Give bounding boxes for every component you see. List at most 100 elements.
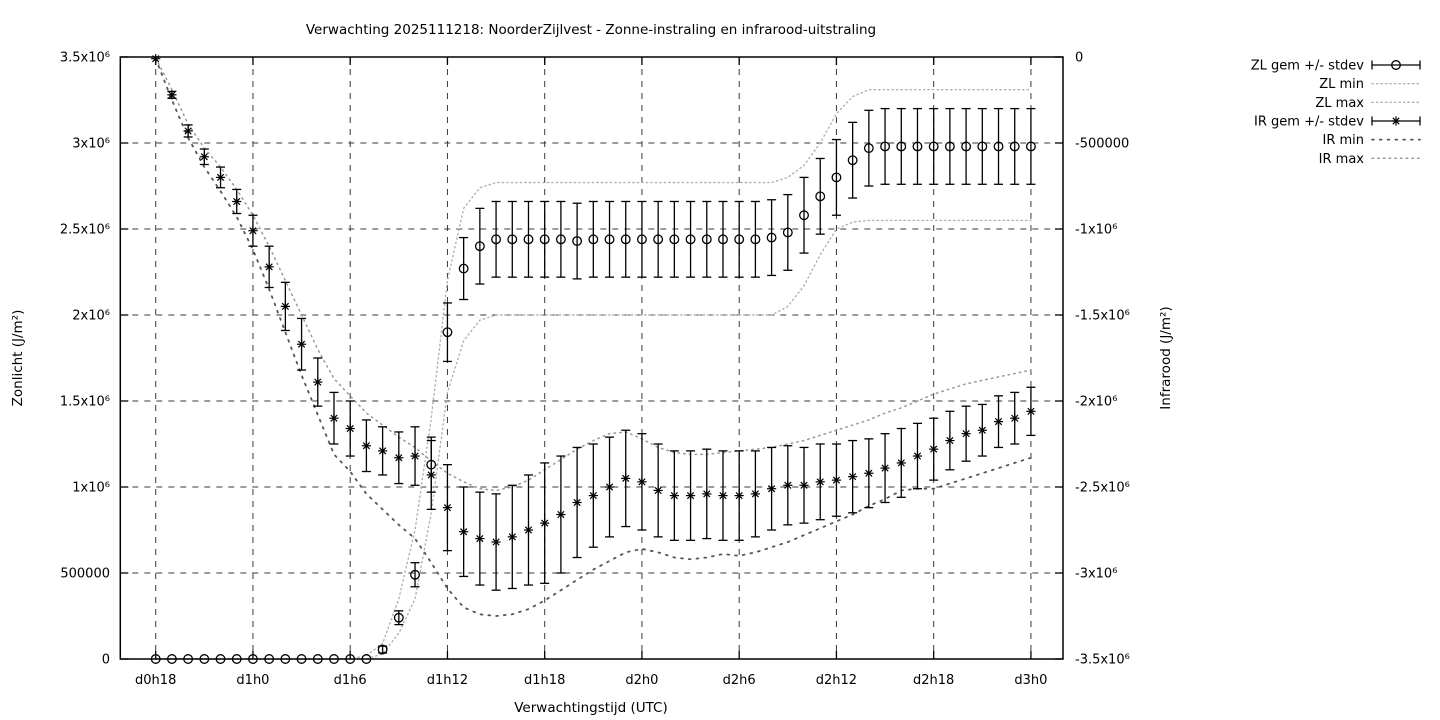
- zl-point: [1009, 141, 1020, 152]
- x-tick-label: d2h0: [625, 673, 658, 688]
- ir-point: [864, 468, 874, 478]
- zl-point: [977, 141, 988, 152]
- y-left-tick-label: 1.5x10⁶: [60, 395, 110, 410]
- legend-label-zl-max: ZL max: [1315, 96, 1364, 111]
- x-tick-label: d1h6: [334, 673, 367, 688]
- ir-point: [750, 489, 760, 499]
- ir-point: [215, 172, 226, 182]
- ir-point: [378, 446, 388, 456]
- zl-point: [993, 141, 1004, 152]
- zl-point: [912, 141, 923, 152]
- zl-point: [491, 234, 502, 245]
- zl-point: [766, 232, 777, 243]
- zl-point: [507, 234, 518, 245]
- ir-point: [475, 534, 485, 544]
- legend-label-ir-gem-stdev: IR gem +/- stdev: [1254, 114, 1364, 129]
- ir-point: [313, 377, 323, 387]
- zl-point: [734, 234, 745, 245]
- ir-point: [669, 491, 679, 501]
- ir-point: [815, 477, 825, 487]
- ir-point: [345, 423, 355, 434]
- zl-max-line: [154, 88, 1032, 660]
- ir-point: [848, 472, 858, 482]
- y-left-tick-label: 3x10⁶: [72, 137, 110, 152]
- plot-frame: [119, 56, 1064, 660]
- x-tick-label: d0h18: [135, 673, 176, 688]
- zl-point: [685, 234, 696, 245]
- y-left-tick-label: 1x10⁶: [72, 481, 110, 496]
- ir-point: [410, 451, 420, 461]
- ir-point: [442, 503, 453, 513]
- ir-point: [929, 444, 939, 454]
- ir-point: [296, 339, 307, 349]
- ir-point: [426, 470, 436, 480]
- ir-point: [945, 435, 955, 446]
- y-left-tick-label: 2.5x10⁶: [60, 223, 110, 238]
- ir-point: [459, 527, 469, 537]
- ir-point: [248, 226, 258, 236]
- ir-point: [394, 453, 404, 463]
- ir-point: [540, 518, 550, 528]
- ir-point: [264, 262, 274, 272]
- zl-point: [588, 234, 599, 245]
- ir-point: [280, 301, 290, 311]
- chart-title: Verwachting 2025111218: NoorderZijlvest …: [306, 22, 876, 38]
- ir-point: [556, 509, 566, 520]
- y-right-tick-label: -1x10⁶: [1075, 223, 1117, 238]
- zl-point: [928, 141, 939, 152]
- zl-point: [815, 191, 826, 202]
- ir-point: [718, 491, 728, 501]
- y-right-axis-title: Infrarood (J/m²): [1158, 306, 1174, 409]
- ir-point: [685, 491, 696, 501]
- zl-point: [377, 644, 388, 655]
- zl-point: [799, 210, 809, 221]
- y-right-tick-label: -1.5x10⁶: [1075, 309, 1130, 324]
- legend-label-ir-max: IR max: [1319, 152, 1365, 167]
- ir-point: [199, 152, 209, 162]
- ir-point: [912, 451, 923, 461]
- ir-point: [637, 477, 647, 487]
- ir-point: [734, 491, 744, 501]
- ir-point: [523, 525, 534, 535]
- legend-label-zl-min: ZL min: [1319, 77, 1364, 92]
- y-left-tick-label: 3.5x10⁶: [60, 51, 110, 66]
- legend: ZL gem +/- stdev ZL min ZL max IR gem +/- s…: [1251, 59, 1421, 167]
- zl-point: [1025, 141, 1036, 152]
- zl-point: [750, 234, 761, 245]
- y-left-tick-label: 500000: [60, 567, 110, 582]
- ir-point: [572, 497, 582, 508]
- ir-max-line: [154, 57, 1032, 492]
- legend-label-ir-min: IR min: [1322, 133, 1364, 148]
- zl-point: [604, 234, 615, 245]
- y-right-tick-label: 0: [1075, 51, 1083, 66]
- zl-point: [782, 227, 793, 238]
- ir-point: [1026, 406, 1036, 416]
- data-series: [150, 54, 1036, 664]
- zl-point: [1391, 60, 1401, 70]
- zl-point: [863, 143, 874, 154]
- ir-point: [1010, 413, 1020, 423]
- zl-point: [718, 234, 728, 245]
- zl-point: [944, 141, 955, 152]
- zl-point: [442, 327, 453, 338]
- zl-point: [831, 172, 842, 183]
- ir-point: [167, 90, 177, 100]
- zl-point: [880, 141, 891, 152]
- zl-point: [961, 141, 972, 152]
- ir-point: [183, 126, 193, 136]
- x-tick-label: d1h18: [524, 673, 565, 688]
- zl-point: [458, 263, 469, 274]
- ir-point: [993, 417, 1004, 427]
- y-right-tick-label: -500000: [1075, 137, 1129, 152]
- ir-point: [491, 537, 501, 547]
- y-right-tick-label: -2.5x10⁶: [1075, 481, 1130, 496]
- y-right-tick-label: -3.5x10⁶: [1075, 653, 1130, 668]
- ir-point: [880, 463, 890, 473]
- ir-min-line: [154, 57, 1032, 617]
- ir-point: [604, 482, 615, 492]
- x-tick-label: d1h12: [427, 673, 468, 688]
- ir-point: [621, 473, 631, 483]
- zl-point: [393, 612, 404, 623]
- ir-point: [361, 441, 372, 451]
